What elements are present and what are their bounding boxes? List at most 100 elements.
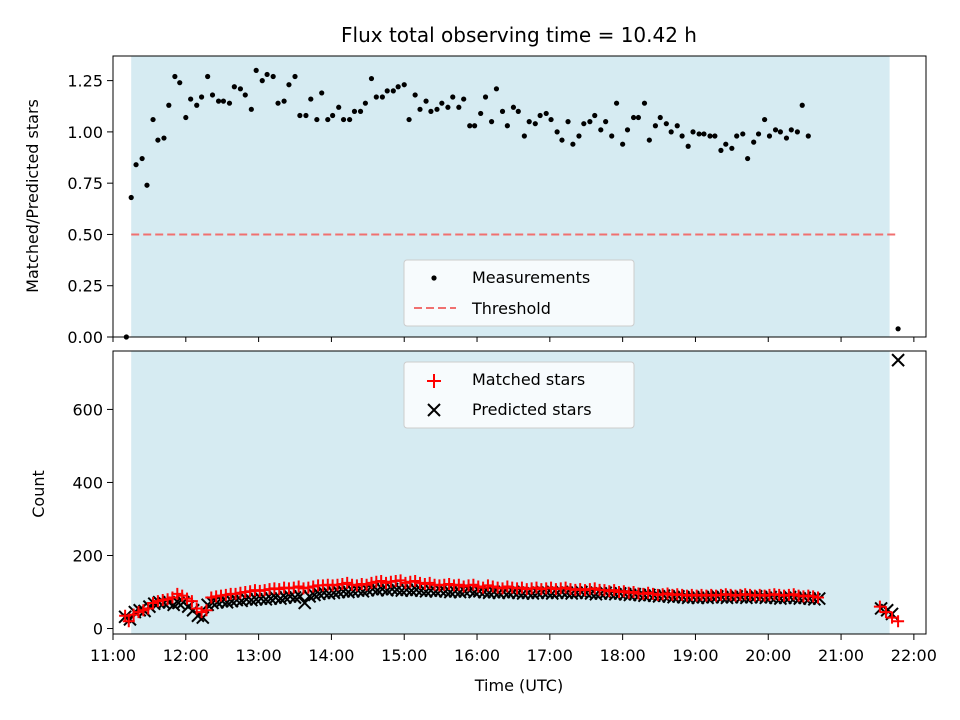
measurement-point xyxy=(712,133,718,139)
measurement-point xyxy=(292,73,298,80)
matched-point xyxy=(185,595,198,608)
measurement-point xyxy=(559,137,565,143)
measurement-point xyxy=(799,102,805,108)
measurement-point xyxy=(194,102,200,108)
measurement-point xyxy=(220,98,227,104)
measurement-point xyxy=(144,182,150,188)
measurement-point xyxy=(723,141,729,147)
top-y-tick-label: 0.50 xyxy=(67,225,103,244)
measurement-point xyxy=(772,127,779,133)
measurement-point xyxy=(646,137,652,143)
measurement-point xyxy=(450,94,456,100)
measurement-point xyxy=(783,135,790,141)
measurement-point xyxy=(395,84,401,90)
bottom-legend: Matched stars Predicted stars xyxy=(403,361,635,429)
measurement-point xyxy=(264,71,270,78)
x-tick-label: 13:00 xyxy=(236,646,282,665)
measurement-point xyxy=(745,155,751,162)
measurement-point xyxy=(139,155,145,162)
measurement-point xyxy=(740,131,746,137)
measurement-point xyxy=(297,112,303,119)
measurement-point xyxy=(281,98,287,104)
measurement-point xyxy=(445,104,451,110)
measurement-point xyxy=(406,116,412,123)
bottom-y-ticks: 0 200 400 600 xyxy=(72,400,113,639)
measurement-point xyxy=(357,108,364,114)
measurement-point xyxy=(188,96,194,102)
measurement-point xyxy=(303,112,309,119)
measurement-point xyxy=(630,114,637,121)
x-tick-label: 14:00 xyxy=(308,646,354,665)
x-tick-label: 18:00 xyxy=(600,646,646,665)
matched-point xyxy=(873,600,886,613)
measurement-point xyxy=(707,133,713,139)
top-y-tick-label: 0.75 xyxy=(67,174,103,193)
measurement-point xyxy=(379,94,385,100)
measurement-point xyxy=(434,106,440,112)
legend-predicted-marker xyxy=(427,403,441,417)
measurement-point xyxy=(565,119,571,125)
measurement-point xyxy=(428,108,434,114)
measurement-point xyxy=(205,73,211,80)
matched-point xyxy=(122,615,135,628)
legend-predicted-label: Predicted stars xyxy=(472,400,592,419)
measurement-point xyxy=(690,129,696,135)
measurement-point xyxy=(635,114,642,121)
measurement-point xyxy=(390,88,396,94)
measurement-point xyxy=(248,106,254,112)
x-axis-label: Time (UTC) xyxy=(474,676,563,695)
measurement-point xyxy=(423,98,429,104)
measurement-point xyxy=(515,108,521,114)
measurement-point xyxy=(237,86,244,92)
measurement-point xyxy=(128,194,134,201)
x-tick-label: 12:00 xyxy=(163,646,209,665)
top-legend-box xyxy=(403,259,635,327)
measurement-point xyxy=(336,104,342,110)
x-tick-label: 11:00 xyxy=(90,646,136,665)
measurement-point xyxy=(478,110,484,117)
legend-matched-marker xyxy=(427,374,441,388)
measurement-point xyxy=(532,121,538,127)
measurement-point xyxy=(570,141,576,147)
measurement-point xyxy=(253,67,259,73)
legend-measurements-label: Measurements xyxy=(472,268,590,287)
measurement-point xyxy=(499,108,506,114)
matched-point xyxy=(879,606,892,619)
measurement-point xyxy=(270,73,276,80)
measurement-point xyxy=(805,133,811,139)
top-y-ticks: 0.00 0.25 0.50 0.75 1.00 1.25 xyxy=(67,72,113,347)
measurement-point xyxy=(718,147,724,153)
measurement-point xyxy=(340,116,347,123)
measurement-point xyxy=(729,145,735,151)
measurement-point xyxy=(613,100,620,106)
measurement-point xyxy=(286,82,292,88)
measurement-point xyxy=(592,112,598,119)
bottom-panel: 0 200 400 600 11:00 12:00 13:00 14:00 15:00 16:0… xyxy=(29,350,937,695)
measurement-point xyxy=(226,100,233,106)
measurement-point xyxy=(576,133,582,139)
measurement-point xyxy=(150,116,156,123)
measurement-point xyxy=(155,137,161,143)
measurement-point xyxy=(609,133,615,139)
measurement-points xyxy=(123,67,901,340)
measurement-point xyxy=(493,86,500,92)
top-y-axis-label: Matched/Predicted stars xyxy=(23,99,42,293)
matched-point xyxy=(886,611,899,624)
measurement-point xyxy=(133,162,139,168)
measurement-point xyxy=(663,121,669,127)
measurement-point xyxy=(351,108,358,114)
bottom-y-tick-label: 0 xyxy=(93,620,103,639)
measurement-point xyxy=(314,116,320,123)
top-y-tick-label: 0.25 xyxy=(67,277,103,296)
measurement-point xyxy=(685,143,691,149)
measurement-point xyxy=(467,123,473,129)
measurement-point xyxy=(198,94,205,100)
measurement-point xyxy=(172,73,178,80)
predicted-point xyxy=(891,353,905,367)
measurement-point xyxy=(401,82,407,88)
measurement-point xyxy=(510,104,517,110)
x-tick-label: 21:00 xyxy=(818,646,864,665)
measurement-point xyxy=(794,129,800,135)
measurement-point xyxy=(652,123,659,129)
top-panel: Flux total observing time = 10.42 h 0.00… xyxy=(23,23,927,347)
